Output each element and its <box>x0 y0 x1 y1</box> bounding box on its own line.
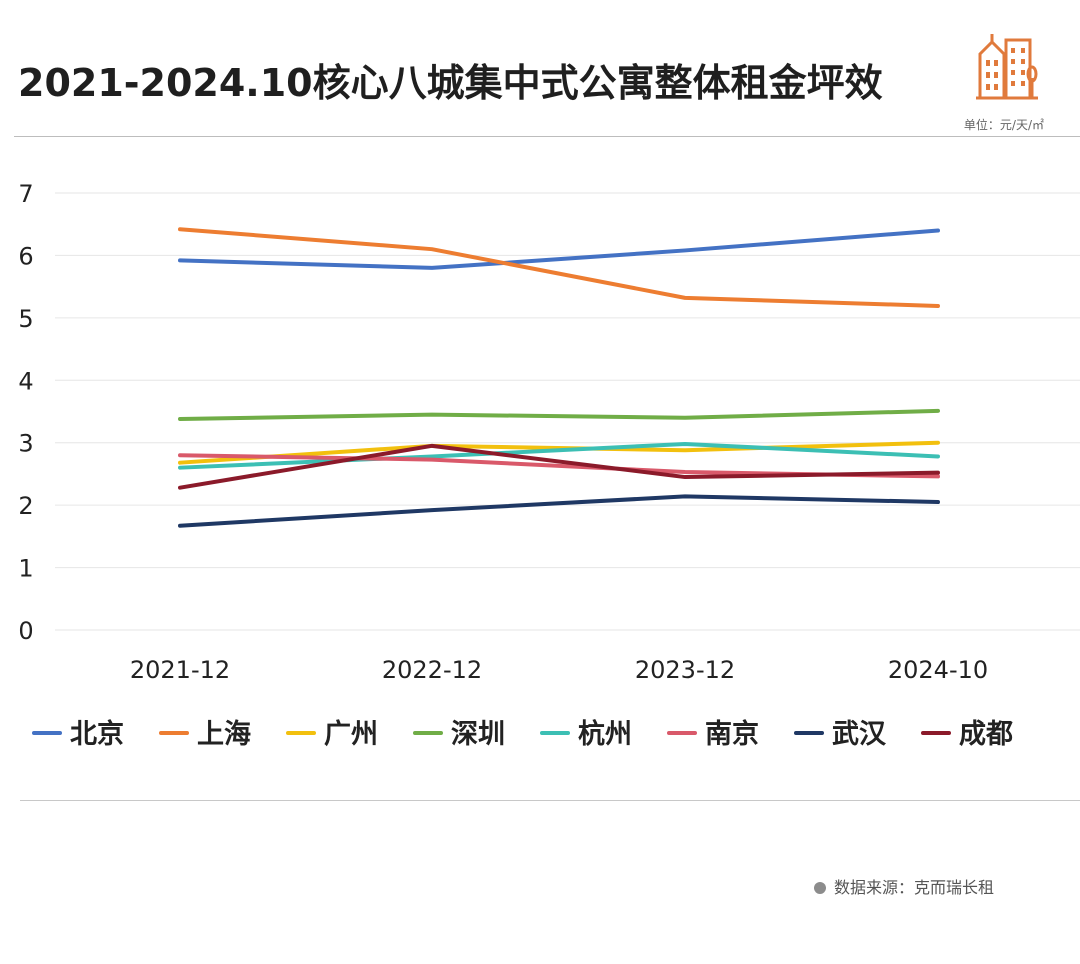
series-line-杭州 <box>178 441 940 470</box>
legend-item-北京: 北京 <box>32 718 124 750</box>
y-axis-ticks: 0 1 2 3 4 5 6 7 <box>18 180 33 645</box>
legend: 北京 上海 广州 深圳 杭州 南京 武汉 成都 <box>32 718 1013 750</box>
y-tick-label: 2 <box>18 492 33 520</box>
series-line-广州 <box>178 440 940 465</box>
y-tick-label: 4 <box>18 367 33 395</box>
legend-label: 深圳 <box>451 719 505 750</box>
x-tick-label: 2022-12 <box>382 656 482 684</box>
x-tick-label: 2023-12 <box>635 656 735 684</box>
y-tick-label: 5 <box>18 305 33 333</box>
bullet-icon <box>814 882 826 894</box>
legend-item-广州: 广州 <box>286 719 378 750</box>
legend-item-杭州: 杭州 <box>540 718 632 750</box>
city-buildings-icon <box>972 28 1042 106</box>
legend-item-上海: 上海 <box>159 719 251 750</box>
data-source: 数据来源：克而瑞长租 <box>814 874 994 898</box>
series-line-武汉 <box>178 494 940 528</box>
y-tick-label: 3 <box>18 430 33 458</box>
legend-item-南京: 南京 <box>667 718 759 750</box>
y-tick-label: 1 <box>18 555 33 583</box>
series-line-北京 <box>178 228 940 270</box>
page-title: 2021-2024.10核心八城集中式公寓整体租金坪效 <box>18 61 883 105</box>
legend-item-深圳: 深圳 <box>413 719 505 750</box>
legend-label: 南京 <box>705 718 759 750</box>
series-line-成都 <box>178 443 940 490</box>
data-source-text: 数据来源：克而瑞长租 <box>834 878 995 897</box>
y-tick-label: 0 <box>18 617 33 645</box>
series-lines <box>178 227 940 528</box>
legend-label: 广州 <box>324 719 378 750</box>
legend-label: 上海 <box>197 719 251 750</box>
x-tick-label: 2024-10 <box>888 656 988 684</box>
x-axis-ticks: 2021-12 2022-12 2023-12 2024-10 <box>130 656 988 684</box>
line-chart: 0 1 2 3 4 5 6 7 2021-12 2022-12 2023-12 2024-10 北京… <box>18 180 1080 750</box>
legend-label: 杭州 <box>578 718 632 750</box>
unit-label: 单位：元/天/㎡ <box>963 118 1044 132</box>
y-tick-label: 7 <box>18 180 33 208</box>
legend-item-武汉: 武汉 <box>794 719 887 750</box>
legend-label: 成都 <box>959 719 1013 750</box>
x-tick-label: 2021-12 <box>130 656 230 684</box>
legend-item-成都: 成都 <box>921 719 1013 750</box>
series-line-深圳 <box>178 408 940 421</box>
footer-divider <box>20 800 1080 801</box>
legend-label: 武汉 <box>832 719 887 750</box>
header-divider <box>14 136 1080 137</box>
y-tick-label: 6 <box>18 242 33 270</box>
legend-label: 北京 <box>70 718 124 750</box>
series-line-上海 <box>178 227 940 308</box>
